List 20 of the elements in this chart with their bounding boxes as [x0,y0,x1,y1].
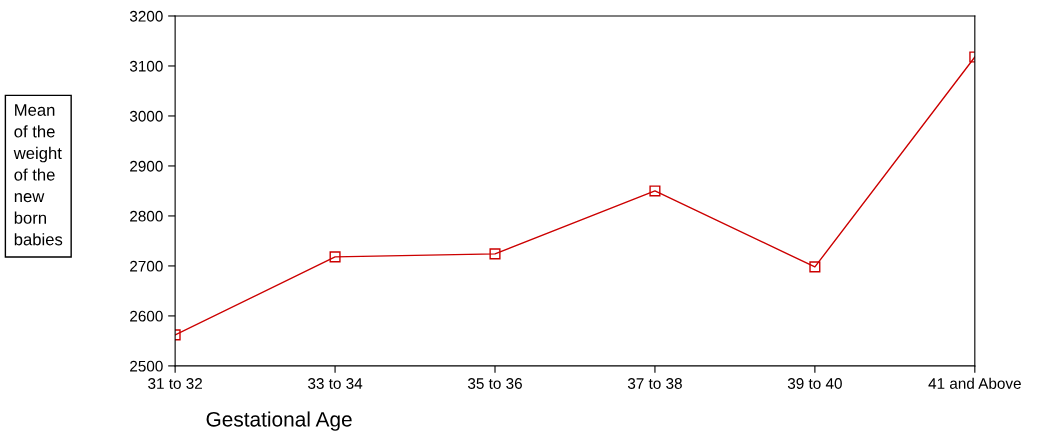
point [649,185,661,197]
y-tick-label: 2600 [130,310,163,322]
y-tick-label: 2700 [130,260,163,272]
x-tick-label: 37 to 38 [627,378,682,389]
x-axis-title: Gestational Age [206,411,352,431]
x-tick-label: 39 to 40 [787,378,842,389]
x-tick-label: 35 to 36 [467,378,522,389]
x-tick-label: 31 to 32 [148,378,202,389]
y-tick-label: 3100 [129,60,163,72]
y-tick-label: 3200 [129,10,163,22]
x-tick-label: 33 to 34 [308,378,363,389]
y-tick-label: 2800 [130,210,163,222]
point [489,248,501,260]
y-tick-label: 2900 [130,160,163,172]
x-tick-label: 41 and Above [928,377,1021,389]
point [329,251,341,263]
y-tick-label: 2500 [130,360,163,372]
y-axis-title: Mean of the weight of the new born babies [13,104,63,246]
y-tick-label: 3000 [129,110,163,122]
point [809,261,821,273]
